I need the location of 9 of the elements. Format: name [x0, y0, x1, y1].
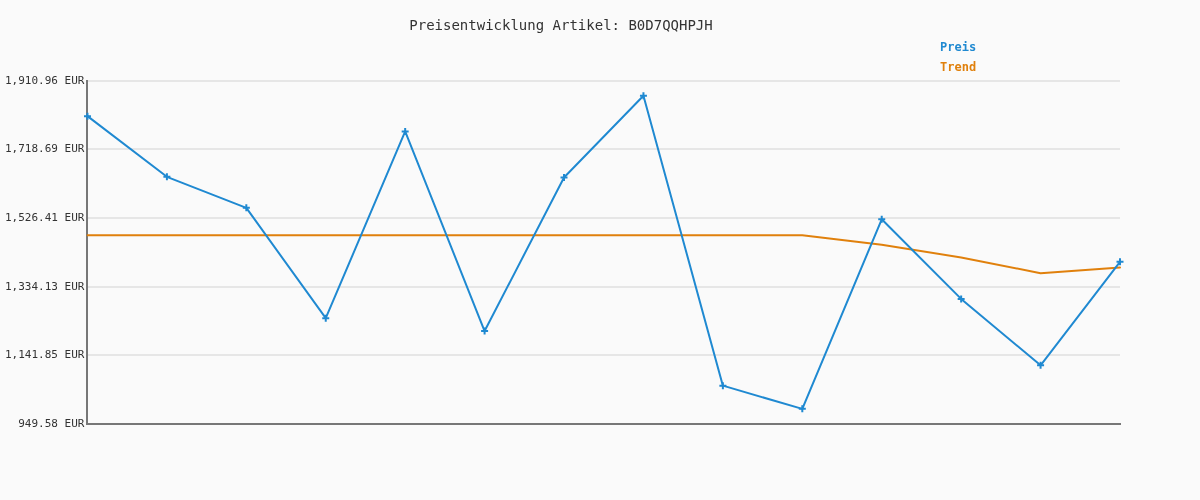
text: Trend: [940, 59, 977, 74]
chart-title: Preisentwicklung Artikel: B0D7QQHPJH: [409, 17, 713, 34]
y-tick-label: 1,718.69 EUR: [4, 142, 85, 156]
y-tick-label: 1,526.41 EUR: [4, 210, 85, 224]
y-tick-label: 949.58 EUR: [18, 416, 85, 430]
y-tick-label: 1,334.13 EUR: [4, 279, 85, 293]
y-tick-label: 1,910.96 EUR: [4, 73, 85, 87]
text: Preis: [940, 39, 977, 54]
y-tick-label: 1,141.85 EUR: [4, 348, 85, 362]
